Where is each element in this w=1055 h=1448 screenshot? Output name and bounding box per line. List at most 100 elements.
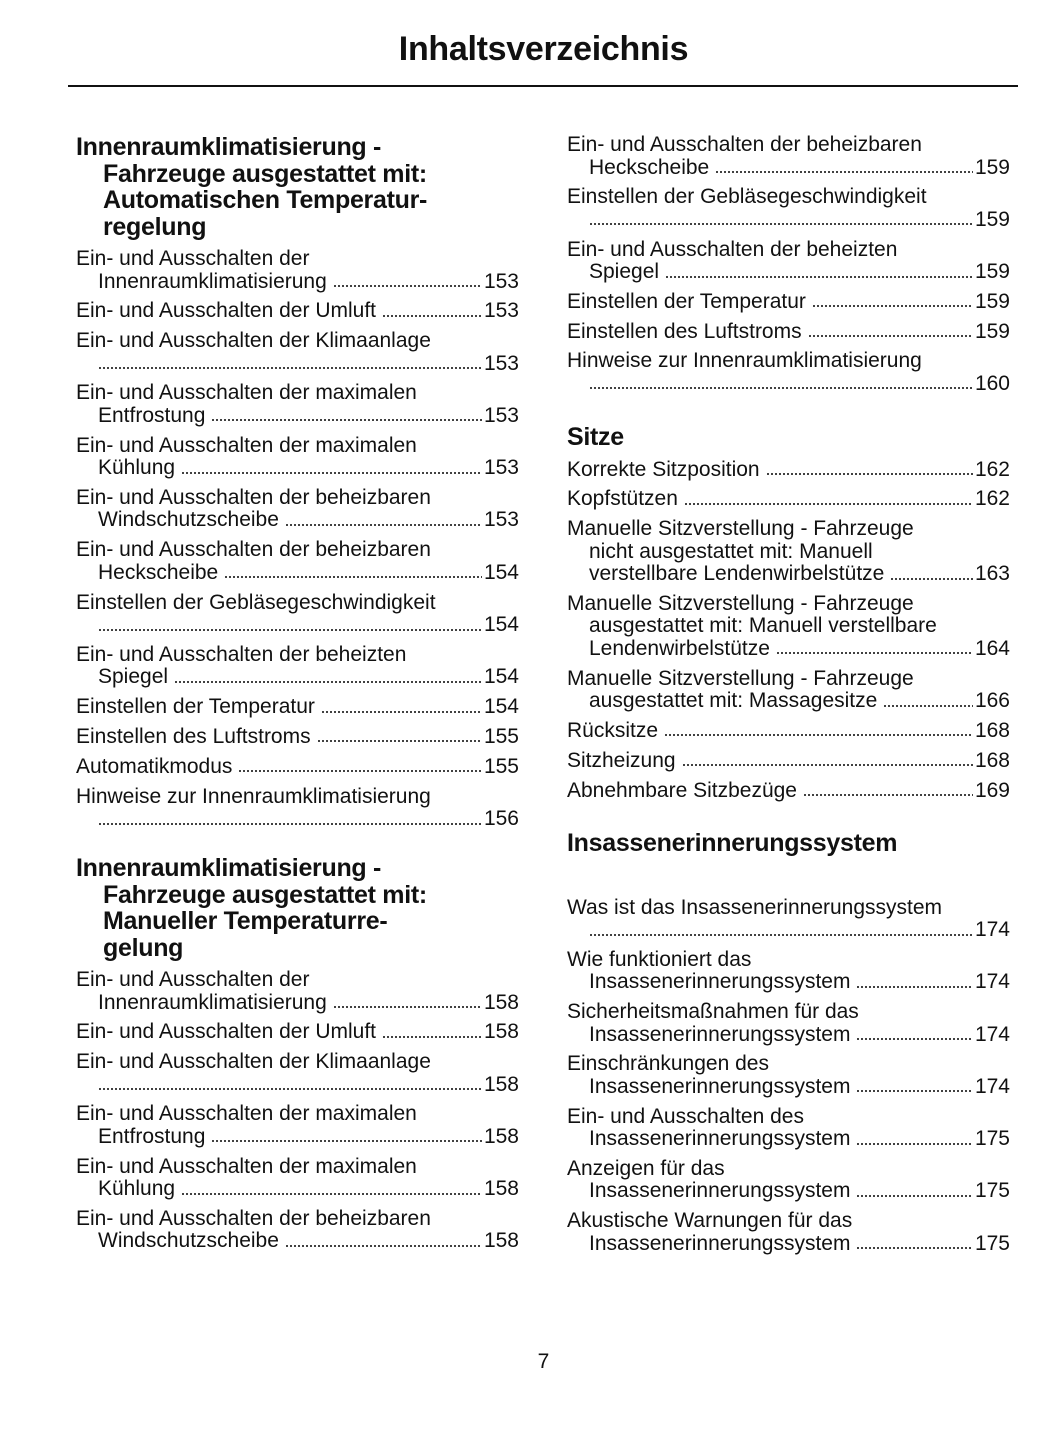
toc-entry[interactable]: Einschränkungen des Insassenerinnerungssy… bbox=[567, 1053, 1010, 1098]
toc-entry-line: Lendenwirbelstütze 164 bbox=[567, 637, 1010, 661]
dot-leader bbox=[775, 651, 973, 656]
toc-entry-line: Kühlung 153 bbox=[76, 457, 519, 480]
toc-entry[interactable]: Ein- und Ausschalten der beheizten Spiege… bbox=[76, 643, 519, 689]
toc-entry[interactable]: Einstellen des Luftstroms 155 bbox=[76, 725, 519, 749]
toc-entry[interactable]: Ein- und Ausschalten der Umluft 153 bbox=[76, 300, 519, 323]
toc-entry[interactable]: Was ist das Insassenerinnerungssystem 174 bbox=[567, 896, 1010, 942]
toc-entry[interactable]: Hinweise zur Innenraumklimatisierung 156 bbox=[76, 785, 519, 831]
dot-leader bbox=[224, 575, 482, 580]
toc-entry[interactable]: Rücksitze 168 bbox=[567, 719, 1010, 743]
toc-entry-line: Ein- und Ausschalten der Klimaanlage bbox=[76, 330, 519, 353]
toc-entry-page: 174 bbox=[974, 1074, 1010, 1098]
toc-entry-line: Ein- und Ausschalten der maximalen bbox=[76, 382, 519, 405]
toc-entry[interactable]: Sicherheitsmaßnahmen für das Insassenerin… bbox=[567, 1001, 1010, 1046]
dot-leader bbox=[589, 222, 973, 227]
dot-leader bbox=[98, 366, 482, 371]
toc-entry[interactable]: Ein- und Ausschalten der Klimaanlage 153 bbox=[76, 330, 519, 375]
section-heading-line: Fahrzeuge ausgestattet mit: bbox=[103, 880, 427, 909]
toc-entry-page: 166 bbox=[974, 689, 1010, 713]
toc-entry-line: Einschränkungen des bbox=[567, 1053, 1010, 1076]
toc-entry[interactable]: Ein- und Ausschalten der Innenraumklimati… bbox=[76, 968, 519, 1014]
toc-entry-page: 174 bbox=[974, 918, 1010, 941]
toc-entry-page: 158 bbox=[483, 1072, 519, 1096]
toc-entry[interactable]: Ein- und Ausschalten der Klimaanlage 158 bbox=[76, 1051, 519, 1096]
toc-entry-page: 153 bbox=[483, 299, 519, 323]
dot-leader bbox=[181, 1191, 482, 1196]
dot-leader bbox=[856, 1037, 973, 1042]
toc-entry[interactable]: Akustische Warnungen für das Insassenerin… bbox=[567, 1210, 1010, 1255]
dot-leader bbox=[665, 274, 973, 279]
toc-entry[interactable]: Einstellen der Gebläsegeschwindigkeit 154 bbox=[76, 591, 519, 637]
toc-entry[interactable]: Abnehmbare Sitzbezüge 169 bbox=[567, 779, 1010, 803]
toc-entry-line: Ein- und Ausschalten der bbox=[76, 968, 519, 992]
toc-entry-title: Sitzheizung bbox=[567, 748, 676, 772]
toc-entry-line: Heckscheibe 159 bbox=[567, 155, 1010, 180]
toc-entry[interactable]: Ein- und Ausschalten der maximalen Kühlun… bbox=[76, 1154, 519, 1201]
toc-entry[interactable]: Ein- und Ausschalten der beheizbaren Heck… bbox=[76, 539, 519, 584]
toc-entry-line: Insassenerinnerungssystem 175 bbox=[567, 1231, 1010, 1256]
toc-entry[interactable]: Ein- und Ausschalten der beheizbaren Wind… bbox=[76, 486, 519, 532]
toc-entry-line: Manuelle Sitzverstellung - Fahrzeuge bbox=[567, 667, 1010, 691]
toc-entry-page: 153 bbox=[483, 351, 519, 375]
toc-entry-title: Ein- und Ausschalten der beheizten bbox=[567, 237, 898, 261]
toc-entry-title: Entfrostung bbox=[98, 1124, 206, 1148]
toc-entry-title: ausgestattet mit: Manuell verstellbare bbox=[589, 614, 937, 638]
toc-entry-page: 175 bbox=[974, 1231, 1010, 1255]
toc-entry-line: Spiegel 159 bbox=[567, 261, 1010, 284]
toc-entry[interactable]: Ein- und Ausschalten der Umluft 158 bbox=[76, 1021, 519, 1044]
toc-entry[interactable]: Wie funktioniert das Insassenerinnerungss… bbox=[567, 948, 1010, 994]
toc-entry[interactable]: Manuelle Sitzverstellung - Fahrzeuge ausg… bbox=[567, 667, 1010, 713]
toc-entry[interactable]: Einstellen des Luftstroms 159 bbox=[567, 319, 1010, 344]
toc-entry-title: Einstellen des Luftstroms bbox=[567, 319, 802, 343]
toc-entry[interactable]: Ein- und Ausschalten der maximalen Entfro… bbox=[76, 382, 519, 427]
section-heading: Sitze bbox=[567, 424, 1010, 451]
toc-entry[interactable]: Anzeigen für das Insassenerinnerungssyste… bbox=[567, 1156, 1010, 1203]
toc-entry-page: 159 bbox=[974, 207, 1010, 231]
dot-leader bbox=[715, 170, 973, 174]
toc-entry[interactable]: Ein- und Ausschalten der maximalen Kühlun… bbox=[76, 434, 519, 480]
toc-entry-line: Abnehmbare Sitzbezüge 169 bbox=[567, 779, 1010, 803]
toc-entry[interactable]: Kopfstützen 162 bbox=[567, 488, 1010, 511]
dot-leader bbox=[211, 1139, 482, 1144]
toc-entry-line: Ein- und Ausschalten der beheizbaren bbox=[76, 1207, 519, 1231]
toc-entry-title: Anzeigen für das bbox=[567, 1156, 725, 1180]
toc-entry[interactable]: Ein- und Ausschalten des Insassenerinneru… bbox=[567, 1105, 1010, 1151]
toc-entry-title: Akustische Warnungen für das bbox=[567, 1209, 853, 1233]
toc-entry[interactable]: Ein- und Ausschalten der beheizbaren Heck… bbox=[567, 133, 1010, 180]
toc-entry-title: Ein- und Ausschalten der beheizbaren bbox=[567, 133, 922, 156]
toc-entry[interactable]: Ein- und Ausschalten der beheizten Spiege… bbox=[567, 237, 1010, 284]
toc-entry-title: Heckscheibe bbox=[589, 155, 710, 179]
toc-entry-page: 158 bbox=[483, 1124, 519, 1148]
toc-entry-page: 163 bbox=[974, 562, 1010, 586]
dot-leader bbox=[683, 501, 973, 506]
toc-entry-line: Windschutzscheibe 153 bbox=[76, 509, 519, 532]
toc-entry-page: 159 bbox=[974, 289, 1010, 313]
dot-leader bbox=[238, 769, 482, 774]
toc-entry[interactable]: Hinweise zur Innenraumklimatisierung 160 bbox=[567, 350, 1010, 395]
toc-entry[interactable]: Automatikmodus 155 bbox=[76, 755, 519, 779]
toc-entry-line: 160 bbox=[567, 372, 1010, 396]
toc-entry-page: 153 bbox=[483, 403, 519, 427]
toc-entry[interactable]: Manuelle Sitzverstellung - Fahrzeuge nich… bbox=[567, 518, 1010, 586]
toc-entry[interactable]: Korrekte Sitzposition 162 bbox=[567, 458, 1010, 482]
toc-entry-line: 158 bbox=[76, 1072, 519, 1097]
toc-entry-line: Ein- und Ausschalten der Klimaanlage bbox=[76, 1051, 519, 1074]
toc-entry[interactable]: Einstellen der Temperatur 159 bbox=[567, 289, 1010, 314]
toc-entry-title: Einstellen der Gebläsegeschwindigkeit bbox=[567, 185, 927, 209]
toc-entry[interactable]: Ein- und Ausschalten der beheizbaren Wind… bbox=[76, 1207, 519, 1253]
toc-entry[interactable]: Einstellen der Temperatur 154 bbox=[76, 696, 519, 719]
toc-entry[interactable]: Ein- und Ausschalten der Innenraumklimati… bbox=[76, 247, 519, 293]
toc-section: Ein- und Ausschalten der beheizbaren Heck… bbox=[567, 133, 1010, 403]
toc-entry-title: Ein- und Ausschalten der maximalen bbox=[76, 1102, 417, 1126]
dot-leader bbox=[332, 1005, 482, 1009]
toc-entry-line: Einstellen der Temperatur 154 bbox=[76, 696, 519, 719]
toc-entry[interactable]: Sitzheizung 168 bbox=[567, 748, 1010, 773]
toc-entry[interactable]: Manuelle Sitzverstellung - Fahrzeuge ausg… bbox=[567, 591, 1010, 661]
toc-entry-title: Manuelle Sitzverstellung - Fahrzeuge bbox=[567, 591, 914, 615]
toc-section: Innenraumklimatisierung - Fahrzeuge ausge… bbox=[76, 134, 519, 838]
toc-entry-title: Ein- und Ausschalten der maximalen bbox=[76, 1154, 417, 1178]
toc-entry-title: Ein- und Ausschalten der bbox=[76, 968, 310, 991]
toc-entry[interactable]: Ein- und Ausschalten der maximalen Entfro… bbox=[76, 1103, 519, 1148]
toc-entry[interactable]: Einstellen der Gebläsegeschwindigkeit 159 bbox=[567, 186, 1010, 231]
toc-entry-line: Insassenerinnerungssystem 174 bbox=[567, 1023, 1010, 1047]
